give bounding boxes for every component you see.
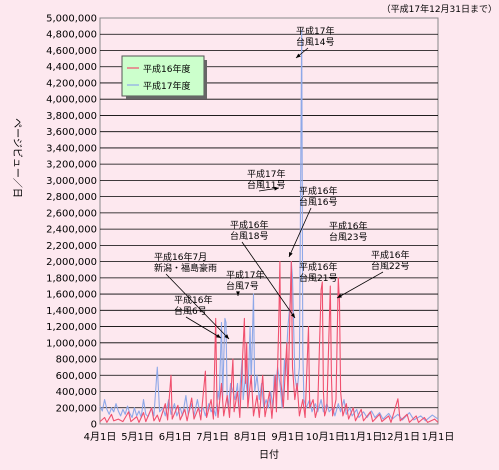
y-tick-label: 3,400,000 <box>46 143 97 154</box>
annotation-arrowhead <box>236 291 240 296</box>
y-tick-label: 4,800,000 <box>46 30 97 41</box>
y-tick-label: 3,200,000 <box>46 160 97 171</box>
annotation-arrowhead <box>290 313 295 318</box>
y-tick-label: 4,600,000 <box>46 46 97 57</box>
y-tick-label: 1,800,000 <box>46 273 97 284</box>
x-tick-label: 11月1日 <box>343 431 382 443</box>
y-tick-label: 4,400,000 <box>46 62 97 73</box>
annotation-label: 平成16年 <box>371 249 409 261</box>
date-note: （平成17年12月31日まで） <box>382 3 497 15</box>
annotation-label: 平成16年7月 <box>154 251 207 263</box>
y-tick-label: 1,600,000 <box>46 290 97 301</box>
annotation-label: 台風18号 <box>230 230 268 242</box>
annotation-arrow-line <box>165 273 230 340</box>
y-tick-label: 1,200,000 <box>46 322 97 333</box>
annotation-arrowhead <box>289 252 293 257</box>
y-tick-label: 1,400,000 <box>46 306 97 317</box>
annotation-arrowhead <box>296 53 301 58</box>
annotation-label: 平成16年 <box>174 294 212 306</box>
y-tick-label: 4,200,000 <box>46 78 97 89</box>
y-tick-label: 400,000 <box>56 387 97 398</box>
x-tick-label: 6月1日 <box>159 431 192 443</box>
annotation-label: 平成17年 <box>247 168 285 180</box>
legend-shadow <box>204 60 207 99</box>
annotation-label: 台風7号 <box>226 280 259 292</box>
x-tick-label: 10月1日 <box>306 431 345 443</box>
x-tick-label: 7月1日 <box>196 431 229 443</box>
y-tick-label: 5,000,000 <box>46 14 97 25</box>
annotation-label: 台風14号 <box>296 36 334 48</box>
annotation-label: 台風16号 <box>299 196 337 208</box>
y-tick-label: 2,200,000 <box>46 241 97 252</box>
x-tick-label: 5月1日 <box>121 431 154 443</box>
annotation-arrowhead <box>216 334 221 338</box>
annotation-label: 台風21号 <box>299 272 337 284</box>
annotation-arrow-line <box>288 207 312 258</box>
legend: 平成16年度 平成17年度 <box>121 55 207 99</box>
annotation-label: 平成16年 <box>329 220 367 232</box>
annotation-label: 平成17年 <box>226 269 264 281</box>
y-tick-label: 2,800,000 <box>46 192 97 203</box>
y-tick-label: 3,800,000 <box>46 111 97 122</box>
annotation-label: 台風11号 <box>247 179 285 191</box>
annotation-arrow-line <box>185 316 222 339</box>
y-axis-ticks: 0 200,000 400,000 600,000 800,000 1,000,000 1,… <box>46 14 97 431</box>
annotation-arrowhead <box>224 334 229 339</box>
annotations-layer: 平成17年台風14号平成17年台風11号平成16年台風16号平成16年台風18号… <box>154 25 409 340</box>
x-tick-label: 1月1日 <box>422 431 455 443</box>
x-tick-label: 8月1日 <box>234 431 267 443</box>
y-tick-label: 4,000,000 <box>46 95 97 106</box>
y-tick-label: 1,000,000 <box>46 338 97 349</box>
annotation-label: 平成16年 <box>230 219 268 231</box>
annotation-label: 平成16年 <box>299 185 337 197</box>
y-tick-label: 3,600,000 <box>46 127 97 138</box>
legend-shadow-bottom <box>126 96 207 99</box>
y-axis-label: ページビュー／日 <box>11 118 23 198</box>
x-tick-label: 12月1日 <box>381 431 420 443</box>
legend-label-h17: 平成17年度 <box>143 80 190 92</box>
annotation-arrow-line <box>336 271 384 299</box>
annotation-label: 新潟・福島豪雨 <box>154 262 217 274</box>
legend-label-h16: 平成16年度 <box>143 63 190 75</box>
series-line-0 <box>99 261 439 423</box>
x-tick-label: 9月1日 <box>271 431 304 443</box>
y-tick-label: 600,000 <box>56 371 97 382</box>
x-axis-label: 日付 <box>259 448 279 461</box>
x-tick-label: 4月1日 <box>84 431 117 443</box>
y-tick-label: 2,600,000 <box>46 208 97 219</box>
y-tick-label: 800,000 <box>56 355 97 366</box>
legend-box <box>121 55 205 97</box>
y-tick-label: 2,400,000 <box>46 225 97 236</box>
annotation-label: 台風6号 <box>174 305 207 317</box>
annotation-label: 台風22号 <box>371 260 409 272</box>
annotation-label: 台風23号 <box>329 231 367 243</box>
annotation-arrowhead <box>337 294 342 298</box>
annotation-label: 平成16年 <box>299 261 337 273</box>
annotation-label: 平成17年 <box>296 25 334 37</box>
y-tick-label: 200,000 <box>56 403 97 414</box>
series-layer <box>99 29 439 423</box>
annotation-arrow-line <box>241 241 296 319</box>
y-tick-label: 0 <box>91 420 97 431</box>
annotation-arrowhead <box>274 186 279 191</box>
y-tick-label: 2,000,000 <box>46 257 97 268</box>
y-tick-label: 3,000,000 <box>46 176 97 187</box>
